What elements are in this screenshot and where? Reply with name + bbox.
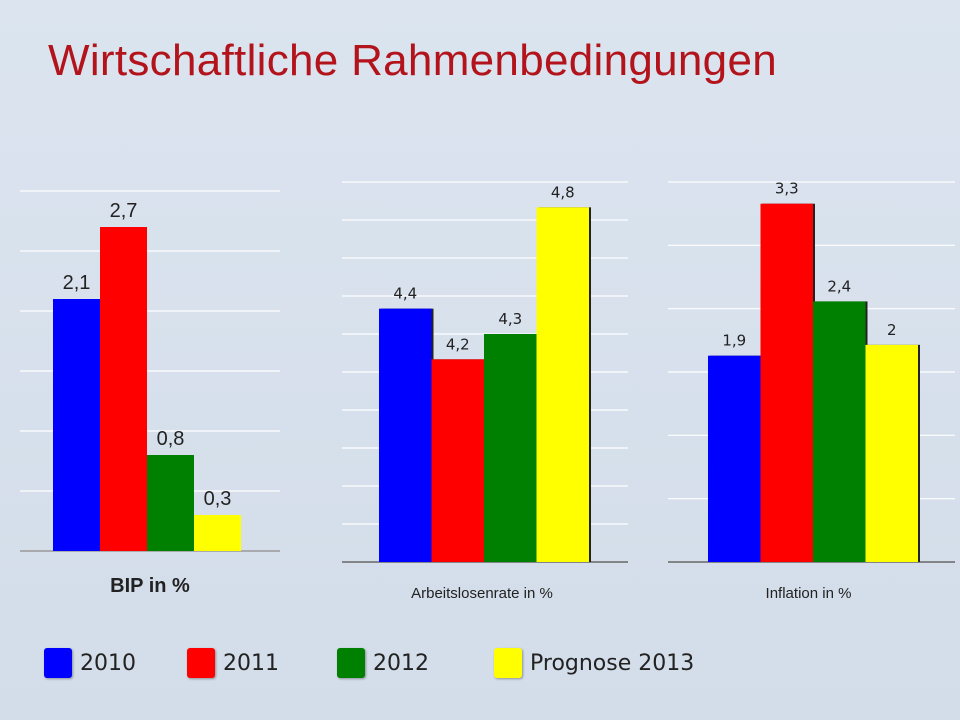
chart-2-axis-title: Inflation in %	[766, 585, 852, 602]
legend-swatch-2013	[494, 648, 522, 678]
legend-item-2010: 2010	[44, 646, 136, 680]
legend-label-2013: Prognose 2013	[530, 650, 695, 676]
chart-2-bar-prognose-2013	[865, 344, 918, 562]
chart-1-value-label: 4,3	[498, 310, 522, 328]
legend-label-2012: 2012	[373, 650, 429, 676]
chart-0-value-label: 2,7	[110, 200, 138, 222]
chart-2-bar-2012	[813, 301, 866, 562]
chart-2-value-label: 2	[887, 321, 897, 339]
legend-label-2010: 2010	[80, 650, 136, 676]
chart-1-bar-2012	[484, 334, 537, 562]
chart-0-bar-prognose-2013	[194, 515, 241, 551]
chart-0-value-label: 2,1	[63, 272, 91, 294]
chart-1-value-label: 4,8	[551, 183, 575, 201]
chart-2-bar-2010	[708, 355, 761, 562]
legend-label-2011: 2011	[223, 650, 279, 676]
chart-0-value-label: 0,8	[157, 428, 185, 450]
chart-1-value-label: 4,2	[446, 335, 470, 353]
chart-0-value-label: 0,3	[204, 488, 232, 510]
page-title: Wirtschaftliche Rahmenbedingungen	[48, 36, 777, 85]
legend-swatch-2011	[187, 648, 215, 678]
chart-0-bar-2011	[100, 227, 147, 551]
chart-2-value-label: 3,3	[775, 180, 799, 198]
chart-1-axis-title: Arbeitslosenrate in %	[411, 585, 553, 602]
chart-1-bar-2010	[379, 308, 432, 562]
chart-2-value-label: 1,9	[722, 332, 746, 350]
chart-2-bar-2011	[760, 203, 813, 562]
legend-item-2012: 2012	[337, 646, 429, 680]
chart-1-value-label: 4,4	[393, 285, 417, 303]
legend-swatch-2012	[337, 648, 365, 678]
chart-1-bar-prognose-2013	[536, 207, 589, 563]
chart-1-bar-2011	[431, 359, 484, 562]
chart-0-axis-title: BIP in %	[110, 575, 190, 597]
legend-item-2013: Prognose 2013	[494, 646, 694, 680]
legend-swatch-2010	[44, 648, 72, 678]
legend-item-2011: 2011	[187, 646, 279, 680]
chart-0-bar-2012	[147, 455, 194, 551]
chart-0-bar-2010	[53, 299, 100, 551]
chart-2-value-label: 2,4	[827, 277, 851, 295]
